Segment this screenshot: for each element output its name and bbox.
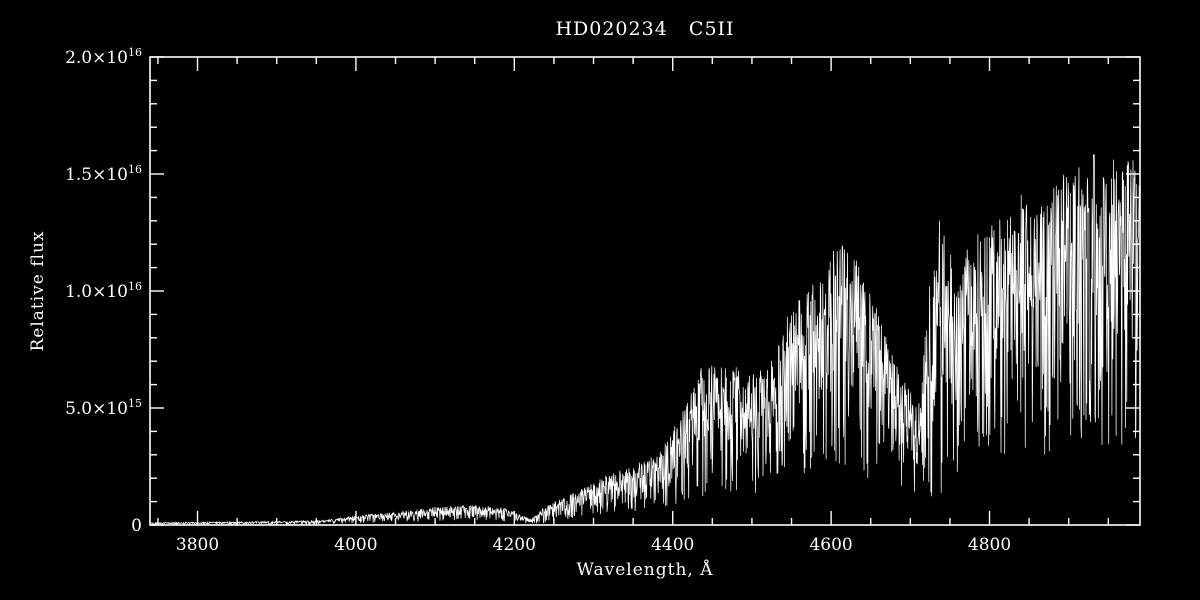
y-tick-label: 0 xyxy=(131,516,142,536)
x-tick-label: 4200 xyxy=(493,535,536,555)
y-tick-label: 1.5×1016 xyxy=(65,163,142,185)
x-tick-label: 4600 xyxy=(809,535,852,555)
chart-title: HD020234 C5II xyxy=(555,18,735,40)
x-tick-label: 3800 xyxy=(176,535,219,555)
x-tick-label: 4400 xyxy=(651,535,694,555)
x-tick-label: 4000 xyxy=(334,535,377,555)
x-axis-label: Wavelength, Å xyxy=(576,560,714,580)
y-tick-label: 2.0×1016 xyxy=(65,46,142,68)
x-tick-label: 4800 xyxy=(968,535,1011,555)
y-tick-label: 1.0×1016 xyxy=(65,280,142,302)
spectrum-line xyxy=(150,154,1140,525)
y-tick-label: 5.0×1015 xyxy=(65,397,142,419)
